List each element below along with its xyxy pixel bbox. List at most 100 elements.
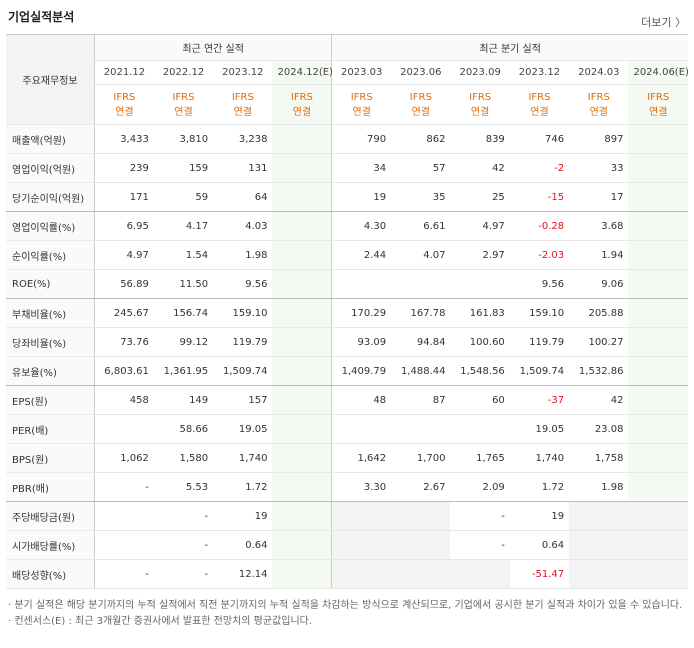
cell-value: 64 (213, 182, 273, 212)
cell-value (272, 385, 332, 415)
cell-value: 48 (331, 385, 392, 415)
cell-value: 2.44 (331, 240, 392, 270)
cell-value: 1,509.74 (213, 356, 273, 386)
cell-value: 94.84 (391, 327, 451, 357)
period-header: 2023.12 (509, 60, 570, 85)
basis-header: IFRS 연결 (509, 84, 570, 125)
cell-value (93, 501, 154, 531)
cell-value (628, 211, 688, 241)
row-label: 영업이익(억원) (6, 153, 95, 183)
cell-value: 17 (569, 182, 629, 212)
period-header: 2024.06(E) (628, 60, 689, 85)
row-label: BPS(원) (6, 443, 95, 473)
row-label: 매출액(억원) (6, 124, 95, 154)
cell-value: 2.67 (391, 472, 451, 502)
cell-value: 239 (93, 153, 154, 183)
header-row: 주요재무정보 최근 연간 실적 최근 분기 실적 (6, 34, 688, 125)
section-title: 기업실적분석 (8, 10, 75, 24)
cell-value: -37 (509, 385, 570, 415)
cell-value: 56.89 (93, 269, 154, 299)
cell-value: 99.12 (153, 327, 214, 357)
basis-label: IFRS 연결 (469, 91, 492, 118)
cell-value (391, 501, 451, 531)
cell-value: - (93, 472, 154, 502)
cell-value: 205.88 (569, 298, 629, 328)
cell-value: 170.29 (331, 298, 392, 328)
cell-value: -0.28 (509, 211, 570, 241)
cell-value (628, 356, 688, 386)
cell-value: 1,509.74 (509, 356, 570, 386)
cell-value: 1.98 (213, 240, 273, 270)
data-row: 당기순이익(억원) 171 59 64 19 35 25 -15 17 (6, 182, 688, 212)
cell-value (272, 414, 332, 444)
data-row: 시가배당률(%) -0.64-0.64 (6, 530, 688, 560)
data-row: 매출액(억원) 3,433 3,810 3,238 790 862 839 746 897 (6, 124, 688, 154)
cell-value: 42 (450, 153, 510, 183)
cell-value: 1.72 (509, 472, 570, 502)
row-label: 순이익률(%) (6, 240, 95, 270)
cell-value (93, 530, 154, 560)
cell-value (272, 211, 332, 241)
row-label: 배당성향(%) (6, 559, 95, 589)
row-label: 유보율(%) (6, 356, 95, 386)
cell-value: 6.95 (93, 211, 154, 241)
cell-value (272, 269, 332, 299)
cell-value: 9.56 (213, 269, 273, 299)
cell-value (331, 501, 392, 531)
cell-value: -51.47 (509, 559, 570, 589)
cell-value: 839 (450, 124, 510, 154)
data-row: 영업이익(억원) 239 159 131 34 57 42 -2 33 (6, 153, 688, 183)
cell-value: 3,810 (153, 124, 214, 154)
cell-value: 4.03 (213, 211, 273, 241)
cell-value: 131 (213, 153, 273, 183)
cell-value: 19 (331, 182, 392, 212)
more-link[interactable]: 더보기 〉 (641, 16, 686, 29)
cell-value: 9.56 (509, 269, 570, 299)
data-row: 순이익률(%) 4.97 1.54 1.98 2.44 4.07 2.97 -2.03 1.94 (6, 240, 688, 270)
cell-value: 1.72 (213, 472, 273, 502)
data-row: BPS(원) 1,062 1,580 1,740 1,642 1,700 1,765 1,74… (6, 443, 688, 473)
cell-value (450, 414, 510, 444)
cell-value: 790 (331, 124, 392, 154)
cell-value: 57 (391, 153, 451, 183)
cell-value: - (450, 501, 510, 531)
cell-value: 746 (509, 124, 570, 154)
period-header: 2021.12 (93, 60, 154, 85)
cell-value (272, 530, 332, 560)
cell-value: 862 (391, 124, 451, 154)
basis-header: IFRS 연결 (331, 84, 392, 125)
cell-value: 19 (509, 501, 570, 531)
note: · 컨센서스(E) : 최근 3개월간 증권사에서 발표한 전망치의 평균값입니… (8, 616, 313, 627)
cell-value: 93.09 (331, 327, 392, 357)
cell-value (391, 530, 451, 560)
basis-header: IFRS 연결 (450, 84, 510, 125)
period-header: 2023.03 (331, 60, 392, 85)
basis-label: IFRS 연결 (587, 91, 610, 118)
cell-value: 4.30 (331, 211, 392, 241)
basis-label: IFRS 연결 (528, 91, 551, 118)
cell-value (569, 559, 629, 589)
period-header: 2024.03 (569, 60, 629, 85)
basis-label: IFRS 연결 (231, 91, 254, 118)
cell-value (628, 240, 688, 270)
basis-header: IFRS 연결 (569, 84, 629, 125)
cell-value (272, 327, 332, 357)
basis-row: IFRS 연결 IFRS 연결 IFRS 연결 IFRS 연결 IFRS 연결 IFRS … (6, 84, 688, 125)
cell-value (93, 414, 154, 444)
basis-header: IFRS 연결 (391, 84, 451, 125)
cell-value (331, 559, 392, 589)
cell-value (391, 414, 451, 444)
cell-value: 23.08 (569, 414, 629, 444)
data-row: 부채비율(%) 245.67 156.74 159.10 170.29 167.78 161… (6, 298, 688, 328)
cell-value: 2.09 (450, 472, 510, 502)
basis-header: IFRS 연결 (628, 84, 688, 125)
basis-label: IFRS 연결 (350, 91, 373, 118)
row-label: 부채비율(%) (6, 298, 95, 328)
cell-value: 119.79 (509, 327, 570, 357)
cell-value: 19.05 (213, 414, 273, 444)
cell-value: 35 (391, 182, 451, 212)
period-header: 2022.12 (153, 60, 214, 85)
financial-table: 주요재무정보 최근 연간 실적 최근 분기 실적 2021.12 2022.12 2023… (6, 34, 689, 589)
cell-value: 4.17 (153, 211, 214, 241)
cell-value (450, 559, 510, 589)
